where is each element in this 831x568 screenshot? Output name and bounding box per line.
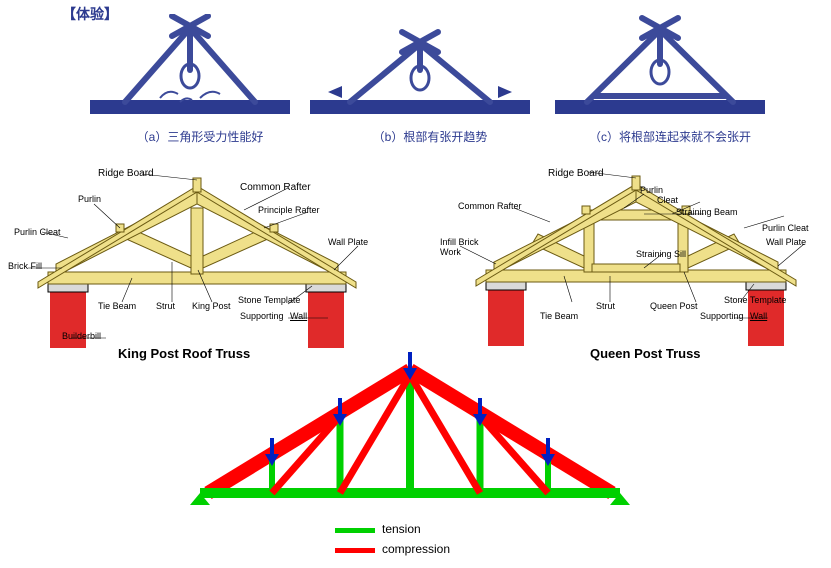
legend-tension-line [335,528,375,533]
legend-compression-line [335,548,375,553]
legend-tension-text: tension [382,522,421,536]
force-truss-diagram [0,0,831,568]
legend-compression-text: compression [382,542,450,556]
